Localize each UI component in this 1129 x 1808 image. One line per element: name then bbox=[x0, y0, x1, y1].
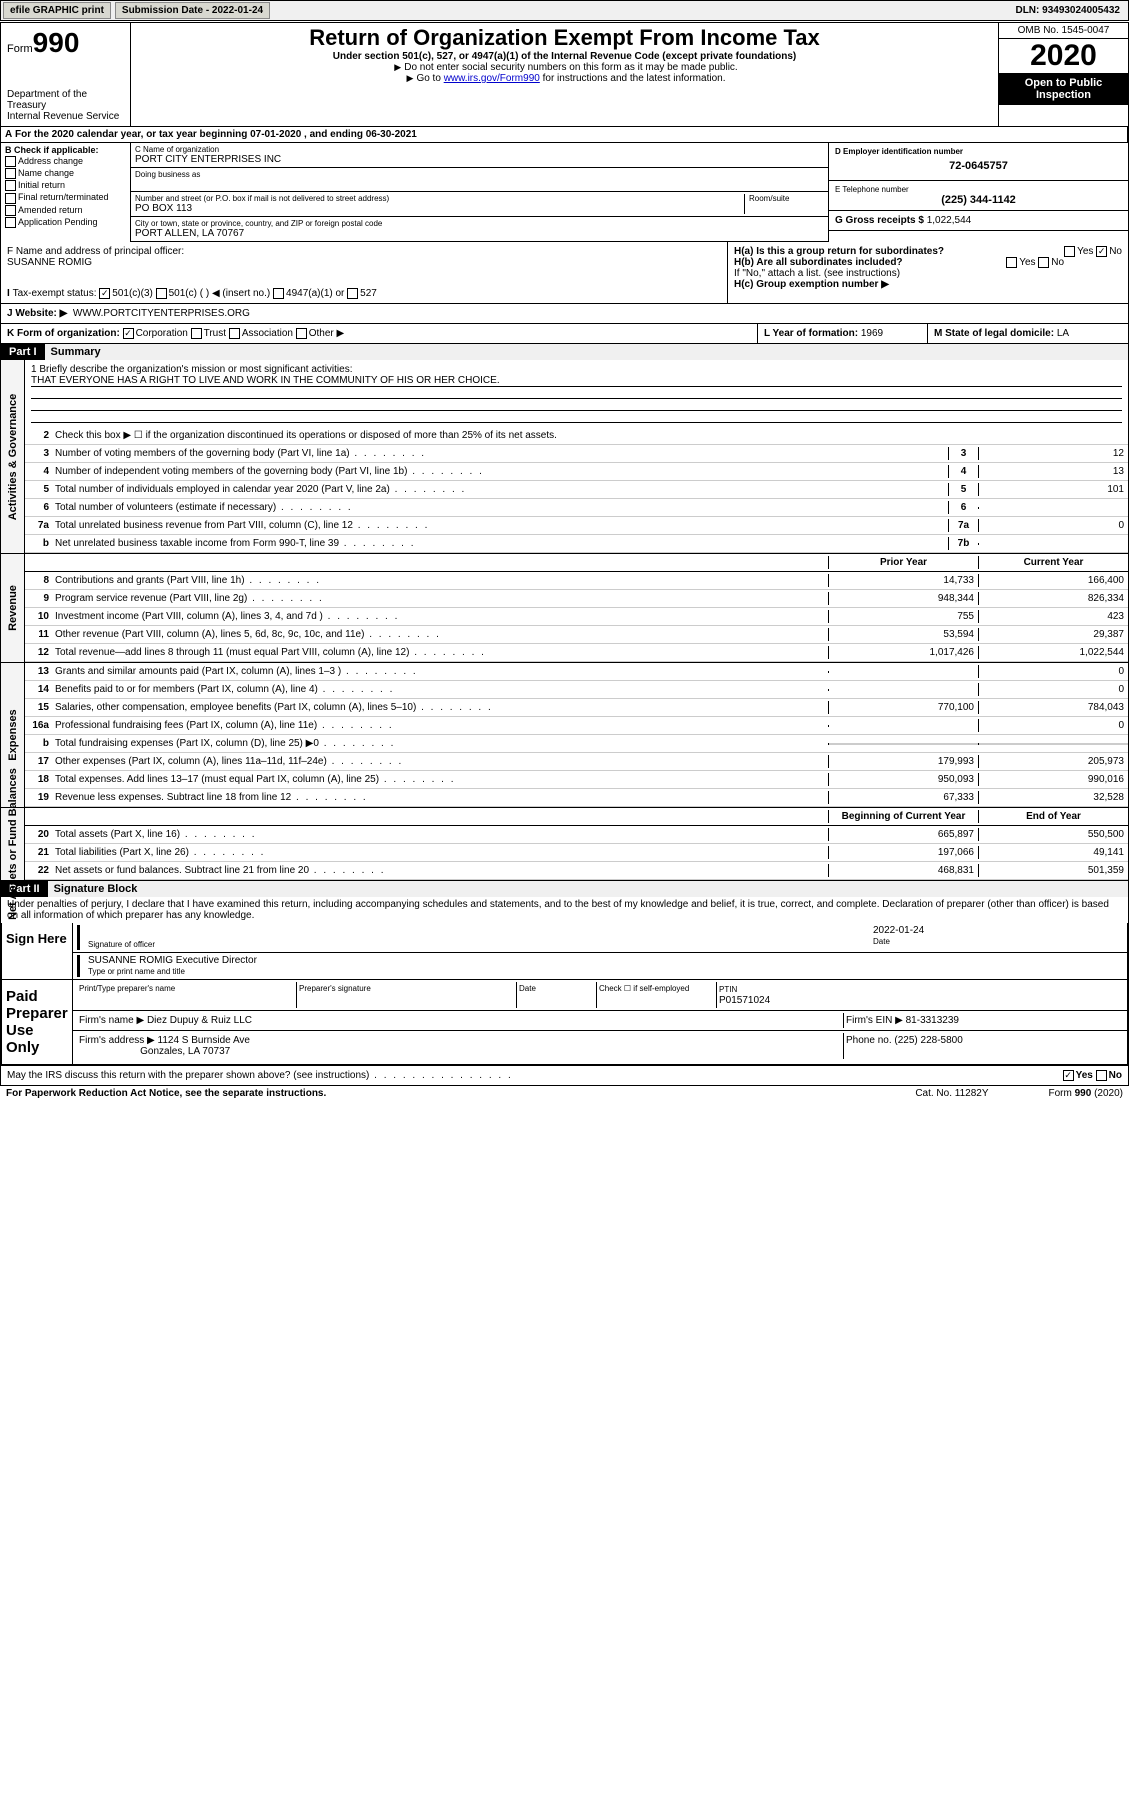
gross-receipts: 1,022,544 bbox=[927, 215, 972, 226]
note2b: for instructions and the latest informat… bbox=[540, 73, 726, 84]
data-line: 12Total revenue—add lines 8 through 11 (… bbox=[25, 644, 1128, 662]
ein: 72-0645757 bbox=[835, 156, 1122, 176]
org-name: PORT CITY ENTERPRISES INC bbox=[135, 154, 824, 165]
part1-header: Part I Summary bbox=[1, 344, 1128, 360]
page-footer: For Paperwork Reduction Act Notice, see … bbox=[0, 1086, 1129, 1101]
tab-netassets: Net Assets or Fund Balances bbox=[1, 808, 25, 880]
header-center: Return of Organization Exempt From Incom… bbox=[131, 23, 998, 126]
officer-name: SUSANNE ROMIG bbox=[7, 257, 721, 268]
data-line: 16aProfessional fundraising fees (Part I… bbox=[25, 717, 1128, 735]
tab-revenue: Revenue bbox=[1, 554, 25, 662]
info-block: B Check if applicable: Address change Na… bbox=[1, 143, 1128, 242]
form-header: Form990 Department of the Treasury Inter… bbox=[1, 23, 1128, 127]
form-subtitle: Under section 501(c), 527, or 4947(a)(1)… bbox=[137, 51, 992, 62]
data-line: 17Other expenses (Part IX, column (A), l… bbox=[25, 753, 1128, 771]
data-line: 22Net assets or fund balances. Subtract … bbox=[25, 862, 1128, 880]
chk-pending: Application Pending bbox=[5, 217, 126, 228]
declaration: Under penalties of perjury, I declare th… bbox=[1, 897, 1128, 923]
dln-label: DLN: 93493024005432 bbox=[1007, 3, 1128, 18]
form-title: Return of Organization Exempt From Incom… bbox=[137, 25, 992, 51]
chk-initial: Initial return bbox=[5, 180, 126, 191]
gov-line: 3Number of voting members of the governi… bbox=[25, 445, 1128, 463]
header-left: Form990 Department of the Treasury Inter… bbox=[1, 23, 131, 126]
box-h: H(a) Is this a group return for subordin… bbox=[728, 242, 1128, 303]
irs-label: Internal Revenue Service bbox=[7, 111, 124, 122]
data-line: 15Salaries, other compensation, employee… bbox=[25, 699, 1128, 717]
data-line: 18Total expenses. Add lines 13–17 (must … bbox=[25, 771, 1128, 789]
box-j: J Website: ▶ WWW.PORTCITYENTERPRISES.ORG bbox=[1, 304, 1128, 324]
header-right: OMB No. 1545-0047 2020 Open to Public In… bbox=[998, 23, 1128, 126]
gov-line: 4Number of independent voting members of… bbox=[25, 463, 1128, 481]
firm-addr2: Gonzales, LA 70737 bbox=[140, 1046, 230, 1057]
box-c: C Name of organizationPORT CITY ENTERPRI… bbox=[131, 143, 828, 242]
data-line: 11Other revenue (Part VIII, column (A), … bbox=[25, 626, 1128, 644]
expenses-section: Expenses 13Grants and similar amounts pa… bbox=[1, 662, 1128, 807]
data-line: 20Total assets (Part X, line 16)665,8975… bbox=[25, 826, 1128, 844]
firm-addr1: 1124 S Burnside Ave bbox=[158, 1035, 250, 1046]
data-line: 14Benefits paid to or for members (Part … bbox=[25, 681, 1128, 699]
phone: (225) 344-1142 bbox=[835, 194, 1122, 206]
tab-governance: Activities & Governance bbox=[1, 360, 25, 553]
gov-line: 5Total number of individuals employed in… bbox=[25, 481, 1128, 499]
dept-label: Department of the Treasury bbox=[7, 89, 124, 111]
gov-line: 7aTotal unrelated business revenue from … bbox=[25, 517, 1128, 535]
data-line: bTotal fundraising expenses (Part IX, co… bbox=[25, 735, 1128, 753]
chk-amended: Amended return bbox=[5, 205, 126, 216]
part2-header: Part II Signature Block bbox=[1, 880, 1128, 897]
org-address: PO BOX 113 bbox=[135, 203, 744, 214]
state-domicile: LA bbox=[1057, 328, 1069, 339]
data-line: 10Investment income (Part VIII, column (… bbox=[25, 608, 1128, 626]
fh-row: F Name and address of principal officer:… bbox=[1, 242, 1128, 304]
data-line: 13Grants and similar amounts paid (Part … bbox=[25, 663, 1128, 681]
note2a: Go to bbox=[416, 73, 443, 84]
discuss-row: May the IRS discuss this return with the… bbox=[1, 1065, 1128, 1085]
period-line: A For the 2020 calendar year, or tax yea… bbox=[1, 127, 1128, 143]
right-info: D Employer identification number72-06457… bbox=[828, 143, 1128, 242]
top-bar: efile GRAPHIC print Submission Date - 20… bbox=[0, 0, 1129, 21]
ptin: P01571024 bbox=[719, 995, 770, 1006]
data-line: 8Contributions and grants (Part VIII, li… bbox=[25, 572, 1128, 590]
klm-row: K Form of organization: ✓Corporation Tru… bbox=[1, 324, 1128, 344]
sign-here-block: Sign Here Signature of officer2022-01-24… bbox=[1, 923, 1128, 980]
arrow-icon bbox=[404, 73, 417, 84]
chk-name: Name change bbox=[5, 168, 126, 179]
form-word: Form bbox=[7, 43, 33, 55]
data-line: 21Total liabilities (Part X, line 26)197… bbox=[25, 844, 1128, 862]
chk-address: Address change bbox=[5, 156, 126, 167]
chk-final: Final return/terminated bbox=[5, 192, 126, 203]
gov-line: bNet unrelated business taxable income f… bbox=[25, 535, 1128, 553]
chk-501c3[interactable]: ✓ bbox=[99, 288, 110, 299]
year-formation: 1969 bbox=[861, 328, 883, 339]
note1: Do not enter social security numbers on … bbox=[404, 62, 737, 73]
firm-phone: (225) 228-5800 bbox=[894, 1035, 962, 1046]
gov-line: 6Total number of volunteers (estimate if… bbox=[25, 499, 1128, 517]
form-number: 990 bbox=[33, 27, 80, 58]
mission-text: THAT EVERYONE HAS A RIGHT TO LIVE AND WO… bbox=[31, 375, 1122, 387]
data-line: 19Revenue less expenses. Subtract line 1… bbox=[25, 789, 1128, 807]
org-city: PORT ALLEN, LA 70767 bbox=[135, 228, 824, 239]
firm-ein: 81-3313239 bbox=[906, 1015, 959, 1026]
open-public-badge: Open to Public Inspection bbox=[999, 73, 1128, 105]
submission-button[interactable]: Submission Date - 2022-01-24 bbox=[115, 2, 270, 19]
paid-preparer-block: Paid Preparer Use Only Print/Type prepar… bbox=[1, 980, 1128, 1065]
omb-label: OMB No. 1545-0047 bbox=[999, 23, 1128, 39]
firm-name: Diez Dupuy & Ruiz LLC bbox=[147, 1015, 252, 1026]
irs-link[interactable]: www.irs.gov/Form990 bbox=[444, 73, 540, 84]
part1-body: Activities & Governance 1 Briefly descri… bbox=[1, 360, 1128, 553]
revenue-section: Revenue Prior YearCurrent Year 8Contribu… bbox=[1, 553, 1128, 662]
website: WWW.PORTCITYENTERPRISES.ORG bbox=[73, 308, 250, 319]
netassets-section: Net Assets or Fund Balances Beginning of… bbox=[1, 807, 1128, 880]
box-b: B Check if applicable: Address change Na… bbox=[1, 143, 131, 242]
form-frame: Form990 Department of the Treasury Inter… bbox=[0, 22, 1129, 1086]
arrow-icon bbox=[391, 62, 404, 73]
tax-year: 2020 bbox=[999, 39, 1128, 73]
officer-printed: SUSANNE ROMIG Executive Director bbox=[88, 955, 1123, 966]
efile-button[interactable]: efile GRAPHIC print bbox=[3, 2, 111, 19]
data-line: 9Program service revenue (Part VIII, lin… bbox=[25, 590, 1128, 608]
sig-date: 2022-01-24 bbox=[873, 925, 1123, 936]
